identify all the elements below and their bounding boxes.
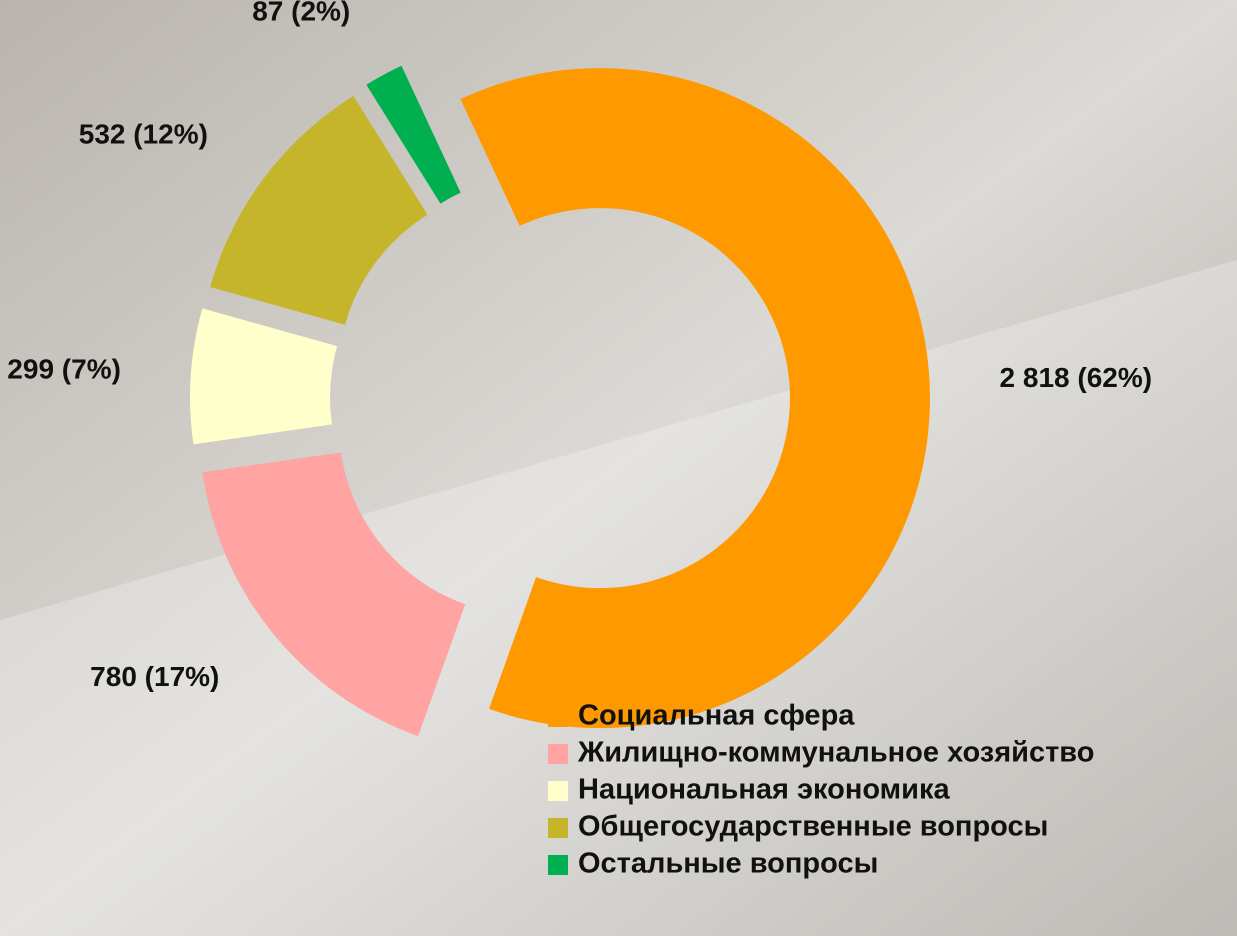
data-label: 532 (12%) — [79, 118, 208, 149]
donut-segment — [202, 452, 466, 737]
legend-swatch — [548, 781, 568, 801]
legend-label: Жилищно-коммунальное хозяйство — [577, 737, 1094, 769]
donut-segment — [190, 308, 338, 445]
data-label: 780 (17%) — [90, 661, 219, 692]
legend-label: Национальная экономика — [578, 774, 950, 806]
legend-swatch — [548, 707, 568, 727]
legend-swatch — [548, 818, 568, 838]
legend-label: Остальные вопросы — [578, 848, 878, 880]
data-label: 299 (7%) — [7, 354, 121, 385]
data-label: 87 (2%) — [252, 0, 350, 27]
legend-label: Социальная сфера — [578, 700, 855, 732]
donut-segment — [460, 68, 930, 729]
legend-swatch — [548, 855, 568, 875]
donut-segment — [210, 95, 428, 325]
data-label: 2 818 (62%) — [1000, 362, 1153, 393]
donut-segment — [366, 65, 461, 204]
legend-label: Общегосударственные вопросы — [578, 811, 1048, 843]
legend-swatch — [548, 744, 568, 764]
